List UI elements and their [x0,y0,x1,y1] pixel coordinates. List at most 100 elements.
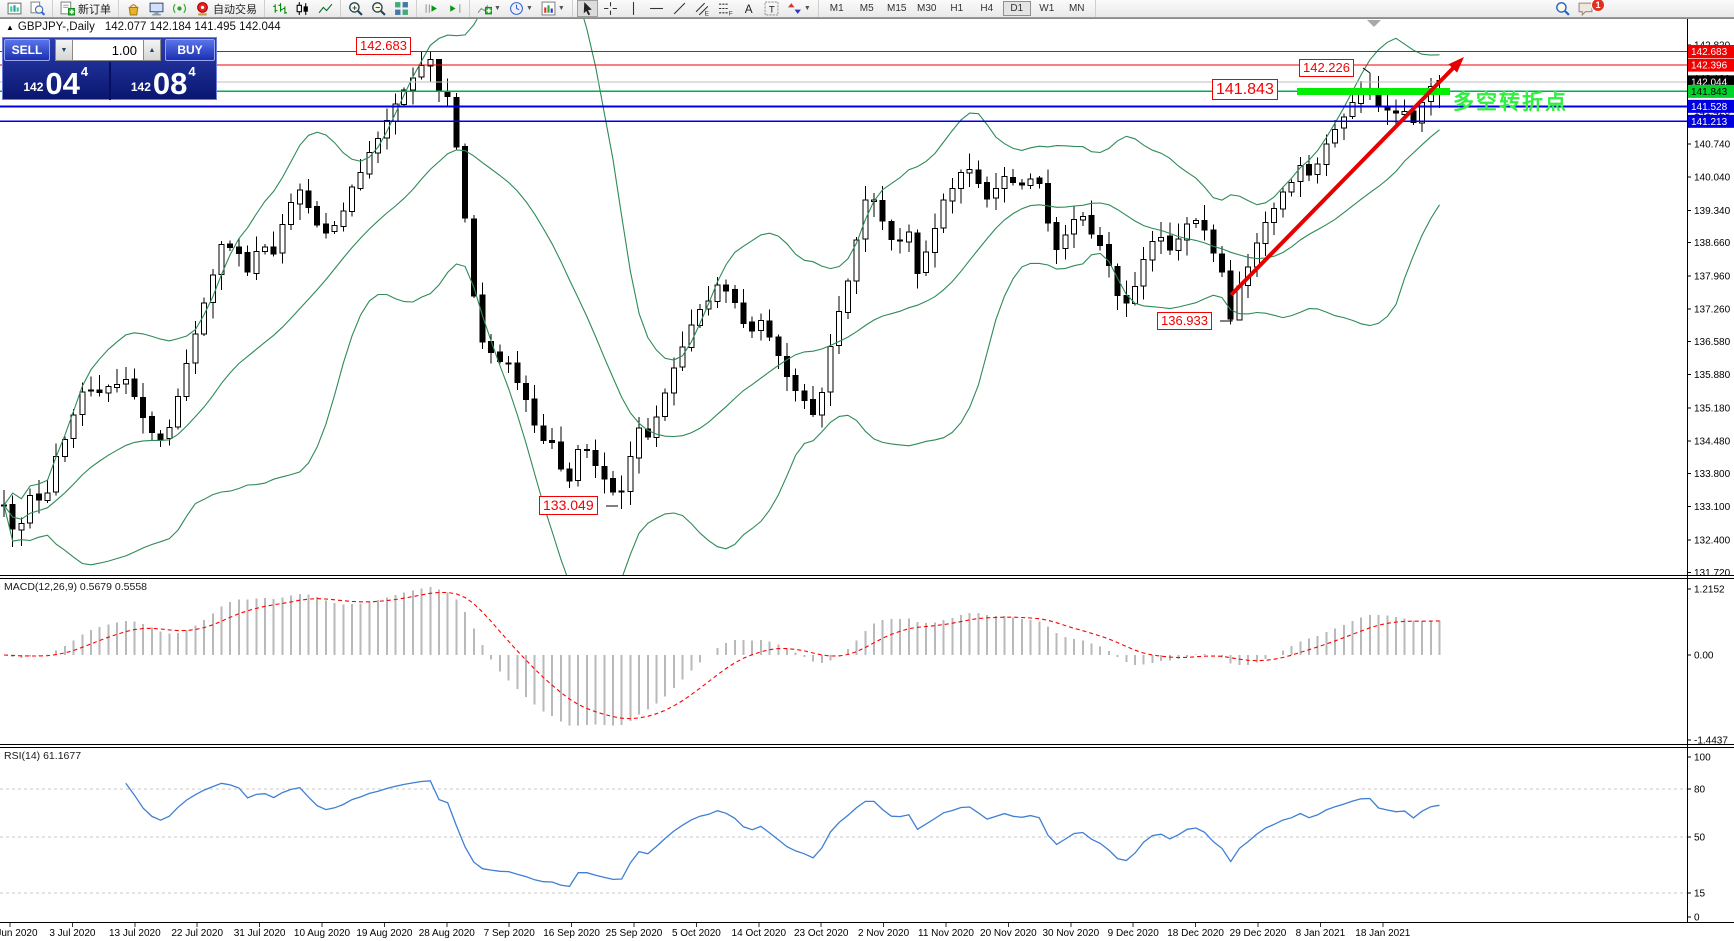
svg-text:139.340: 139.340 [1694,206,1731,217]
svg-text:14 Oct 2020: 14 Oct 2020 [732,928,787,939]
buy-price[interactable]: 142 08 4 [108,62,217,100]
channel-icon[interactable]: E [692,0,713,17]
terminal-icon[interactable] [146,0,167,17]
vline-icon[interactable] [623,0,644,17]
green-highlight-bar[interactable] [1297,88,1450,95]
svg-text:134.480: 134.480 [1694,437,1731,448]
svg-text:22 Jul 2020: 22 Jul 2020 [171,928,223,939]
ohlc-values: 142.077 142.184 141.495 142.044 [104,21,281,33]
svg-text:140.740: 140.740 [1694,139,1731,150]
svg-text:1.2152: 1.2152 [1694,585,1725,596]
market-watch-icon[interactable] [27,0,48,17]
svg-text:2 Nov 2020: 2 Nov 2020 [858,928,910,939]
arrows-icon[interactable]: ▼ [784,0,814,17]
timeframe-h1[interactable]: H1 [950,3,964,14]
cursor-icon[interactable] [576,0,598,17]
svg-text:8 Jan 2021: 8 Jan 2021 [1296,928,1346,939]
chevron-down-icon: ▼ [557,5,565,12]
sell-price-figure: 142 [23,80,44,94]
price-annotation-label[interactable]: 142.683 [356,37,411,55]
svg-text:−: − [375,2,380,12]
svg-text:29 Dec 2020: 29 Dec 2020 [1230,928,1287,939]
main-toolbar: 新订单 自动交易 + − ▼ ▼ ▼ E F A T ▼ M1 M5 M15 M30 H1 H4 D1 W1 MN [0,0,1734,18]
sell-price-point: 4 [80,64,89,79]
zoom-in-icon[interactable]: + [345,0,366,17]
chevron-down-icon: ▼ [494,5,501,12]
price-annotation-label[interactable]: 142.226 [1299,59,1354,77]
signals-icon[interactable] [169,0,190,17]
timeframe-w1[interactable]: W1 [1039,3,1055,14]
hline-icon[interactable] [646,0,667,17]
svg-text:23 Oct 2020: 23 Oct 2020 [794,928,849,939]
volume-decrease-button[interactable]: ▼ [55,39,73,61]
svg-text:19 Aug 2020: 19 Aug 2020 [356,928,413,939]
templates-icon[interactable]: ▼ [538,0,568,17]
svg-text:20 Nov 2020: 20 Nov 2020 [980,928,1037,939]
macd-label: MACD(12,26,9) 0.5679 0.5558 [4,581,148,593]
new-order-button[interactable]: 新订单 [57,0,114,17]
svg-text:E: E [704,10,708,16]
buy-price-figure: 142 [130,80,151,94]
rsi-line [125,780,1440,888]
buy-button[interactable]: BUY [165,39,215,61]
svg-text:135.880: 135.880 [1694,370,1731,381]
chart-title: ▲ GBPJPY-,Daily 142.077 142.184 141.495 14… [6,21,281,33]
date-axis[interactable]: 24 Jun 2020 3 Jul 2020 13 Jul 2020 22 Jul 2… [0,923,1411,939]
periods-icon[interactable]: ▼ [506,0,536,17]
zoom-out-icon[interactable]: − [368,0,389,17]
ohlc-bars-icon[interactable] [269,0,290,17]
svg-text:141.528: 141.528 [1691,102,1728,113]
tile-windows-icon[interactable] [391,0,412,17]
timeframe-m30[interactable]: M30 [917,3,937,14]
sell-price[interactable]: 142 04 4 [3,62,109,100]
chart-window-icon[interactable] [4,0,25,17]
text-icon[interactable]: A [738,0,759,17]
toolbar-group: 自动交易 [119,0,265,17]
svg-text:16 Sep 2020: 16 Sep 2020 [543,928,600,939]
timeframe-m15[interactable]: M15 [887,3,907,14]
timeframe-mn[interactable]: MN [1068,3,1085,14]
price-annotation-label[interactable]: 136.933 [1157,312,1212,330]
expander-icon[interactable]: ▲ [6,23,14,32]
chart-shift-icon[interactable] [444,0,465,17]
fibonacci-icon[interactable]: F [715,0,736,17]
candles-icon[interactable] [292,0,313,17]
trendline-icon[interactable] [669,0,690,17]
timeframe-m1[interactable]: M1 [829,3,844,14]
svg-text:142.396: 142.396 [1691,61,1728,72]
macd-histogram [11,587,1441,726]
line-chart-icon[interactable] [315,0,336,17]
bull-bear-turning-point-note[interactable]: 多空转折点 [1453,91,1568,114]
horizontal-level-lines[interactable] [0,50,1687,123]
search-icon[interactable] [1552,0,1573,17]
sell-button[interactable]: SELL [4,39,50,61]
rsi-level-lines [0,788,1687,894]
toolbar-group [265,0,341,17]
auto-scroll-icon[interactable] [421,0,442,17]
svg-text:7 Sep 2020: 7 Sep 2020 [484,928,536,939]
trend-arrow[interactable] [1229,62,1459,297]
svg-text:10 Aug 2020: 10 Aug 2020 [294,928,351,939]
svg-text:3 Jul 2020: 3 Jul 2020 [49,928,96,939]
svg-text:13 Jul 2020: 13 Jul 2020 [109,928,161,939]
svg-text:80: 80 [1694,785,1706,796]
volume-input[interactable] [73,39,143,61]
timeframe-d1[interactable]: D1 [1002,1,1031,16]
price-annotation-label[interactable]: 141.843 [1212,79,1278,100]
styles-bucket-icon[interactable] [123,0,144,17]
indicators-icon[interactable]: ▼ [474,0,504,17]
text-label-icon[interactable]: T [761,0,782,17]
chart-shift-marker[interactable] [1367,20,1381,27]
toolbar-group [417,0,470,17]
volume-increase-button[interactable]: ▲ [143,39,161,61]
crosshair-icon[interactable] [600,0,621,17]
svg-text:135.180: 135.180 [1694,403,1731,414]
trend-arrow-head [1448,57,1464,73]
price-annotation-label[interactable]: 133.049 [539,496,598,515]
auto-trading-button[interactable]: 自动交易 [192,0,260,17]
timeframe-m5[interactable]: M5 [859,3,874,14]
timeframe-h4[interactable]: H4 [980,3,994,14]
svg-text:133.100: 133.100 [1694,502,1731,513]
